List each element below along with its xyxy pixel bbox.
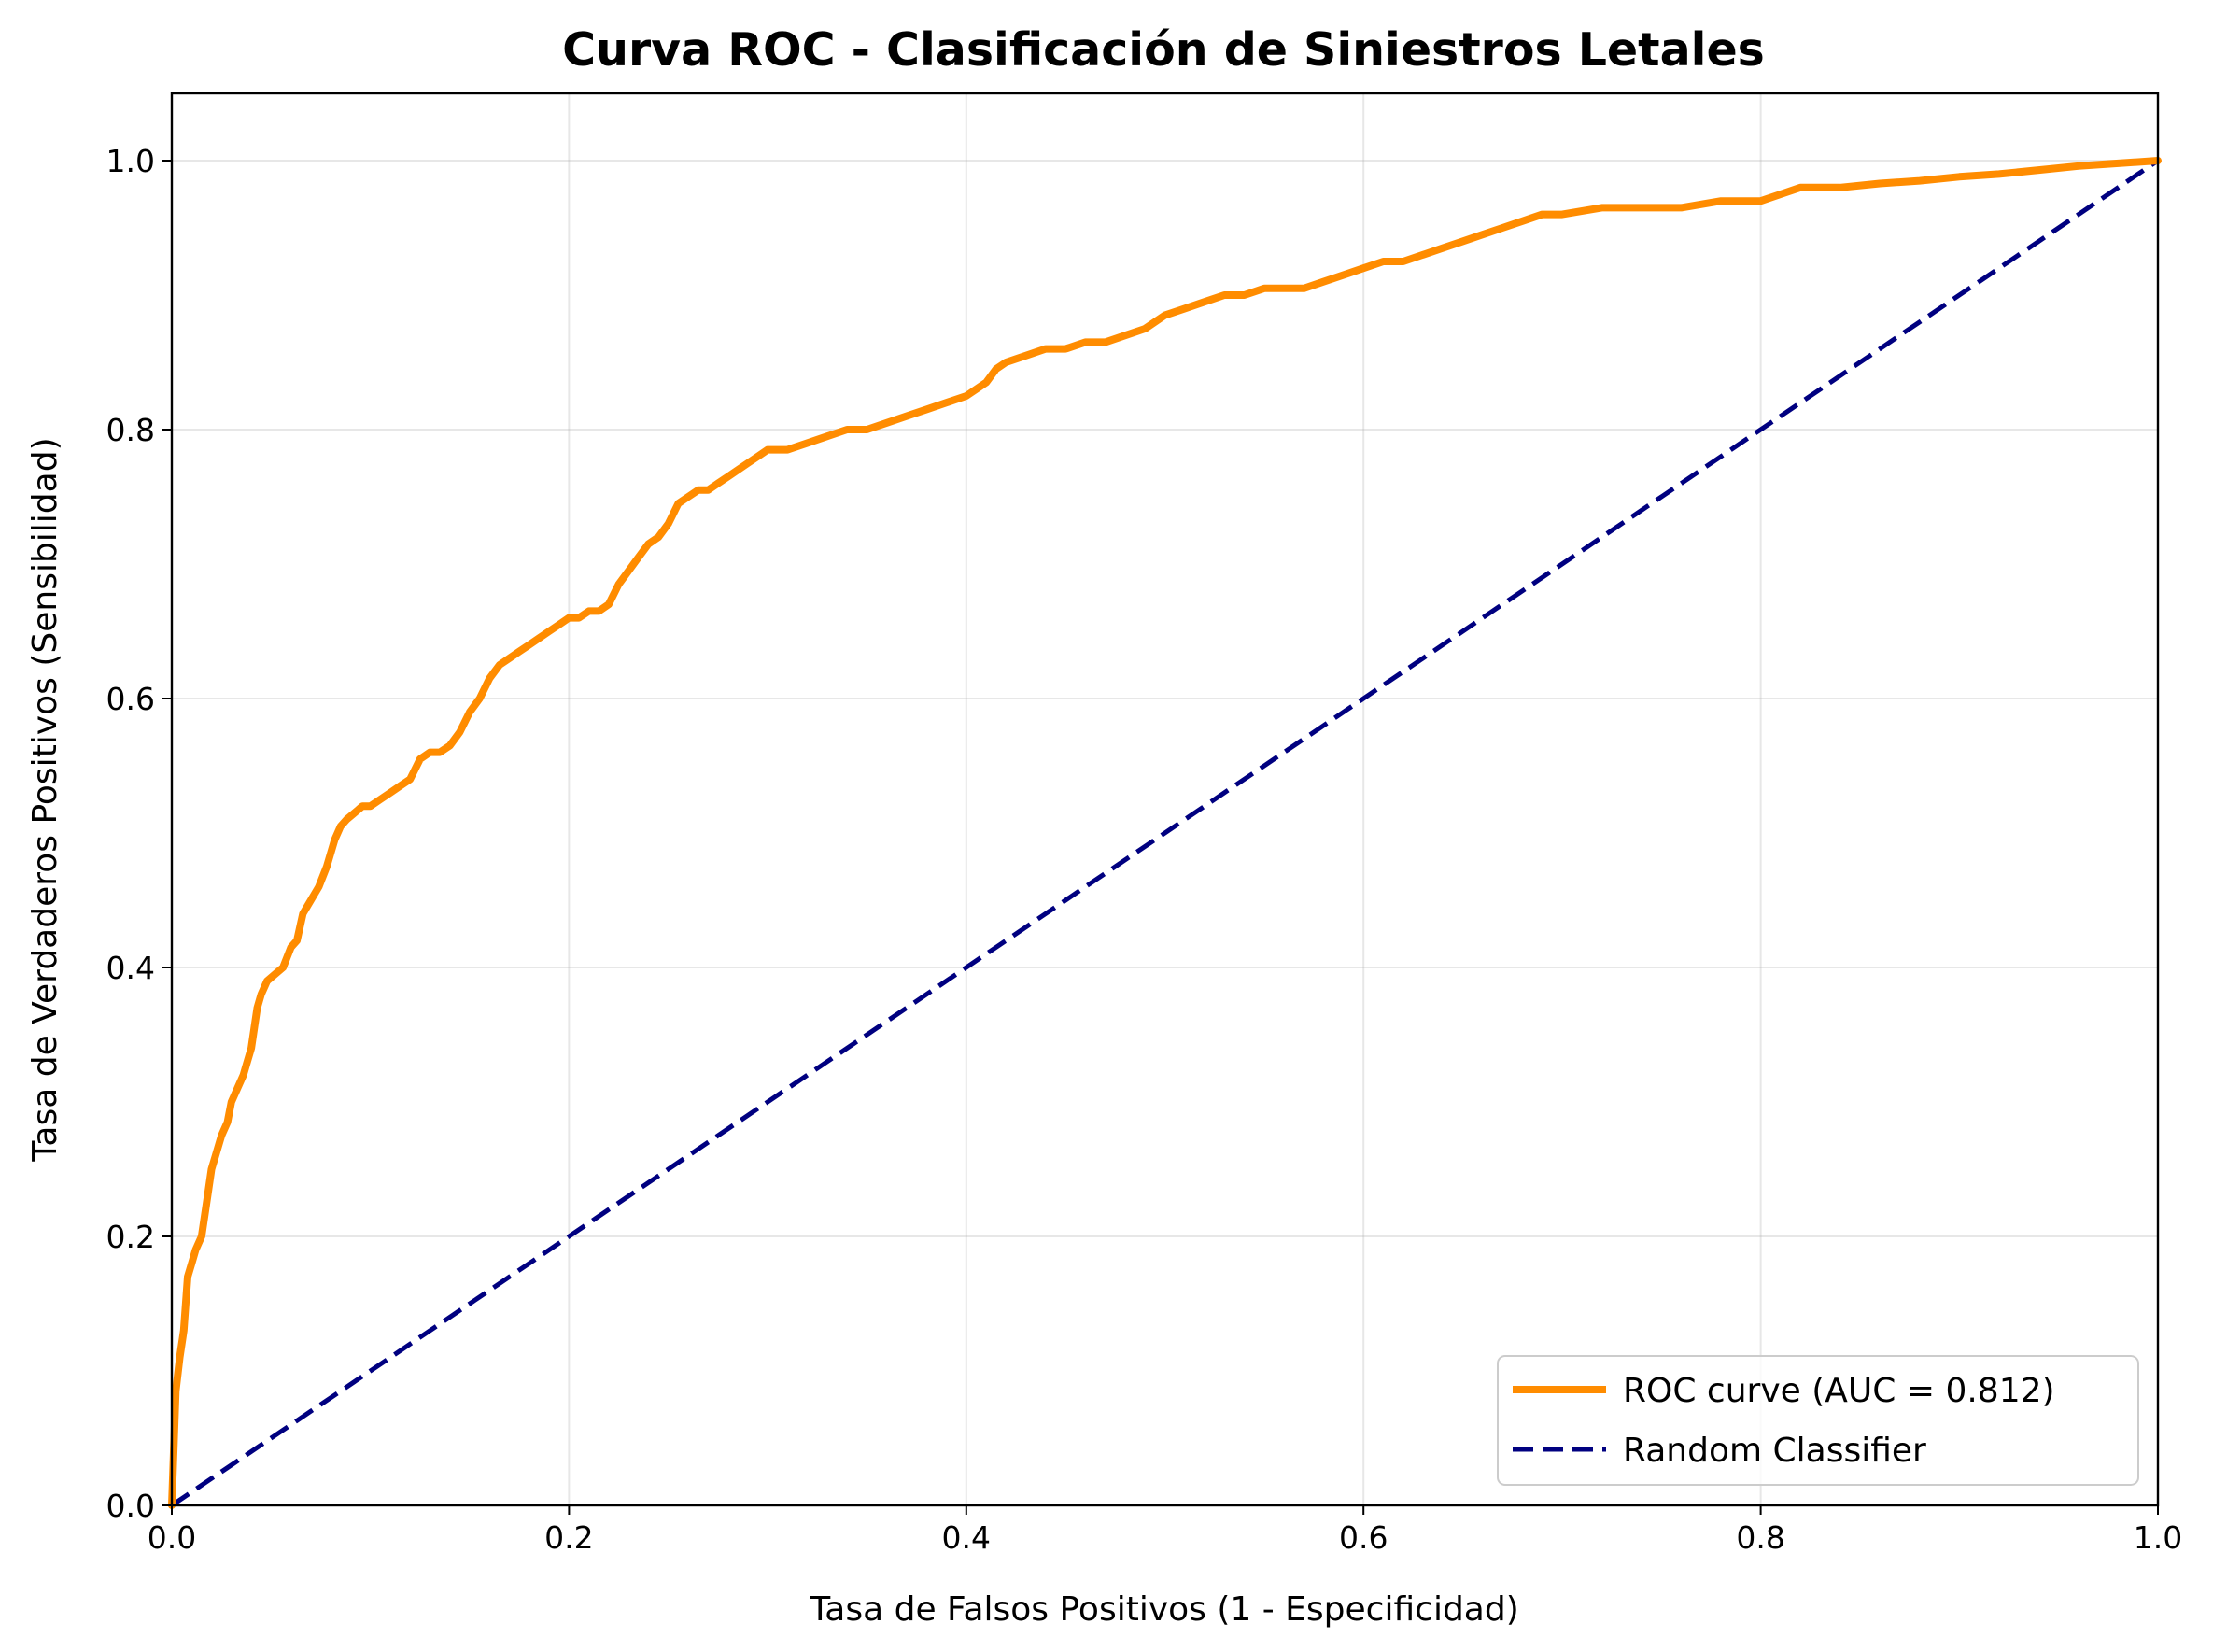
legend-box	[1497, 1355, 2139, 1486]
y-tick-label: 0.2	[106, 1219, 155, 1255]
x-tick-label: 0.6	[1339, 1519, 1388, 1556]
y-tick-label: 0.4	[106, 950, 155, 986]
legend-label-random: Random Classifier	[1623, 1432, 1926, 1470]
chart-title: Curva ROC - Clasificación de Siniestros …	[562, 23, 1765, 77]
axis-ticks: 0.0 0.2 0.4 0.6 0.8 1.0 0.0 0.2 0.4 0.6 0.8 1.0	[106, 143, 2183, 1556]
x-tick-label: 0.8	[1736, 1519, 1784, 1556]
y-tick-label: 0.8	[106, 412, 155, 448]
y-tick-label: 1.0	[106, 143, 155, 179]
random-classifier-line	[170, 158, 2160, 1508]
y-tick-label: 0.0	[106, 1488, 155, 1524]
grid-lines	[171, 93, 2159, 1506]
x-tick-label: 0.2	[544, 1519, 593, 1556]
x-tick-label: 0.4	[942, 1519, 991, 1556]
legend: ROC curve (AUC = 0.812) Random Classifie…	[1497, 1355, 2139, 1486]
plot-frame	[170, 92, 2160, 1507]
legend-label-roc: ROC curve (AUC = 0.812)	[1623, 1372, 2055, 1410]
x-tick-label: 1.0	[2134, 1519, 2182, 1556]
y-axis-label: Tasa de Verdaderos Positivos (Sensibilid…	[26, 437, 64, 1162]
x-tick-label: 0.0	[148, 1519, 196, 1556]
y-tick-label: 0.6	[106, 681, 155, 717]
roc-curve-line	[168, 157, 2162, 1509]
x-axis-label: Tasa de Falsos Positivos (1 - Especifici…	[809, 1590, 1519, 1629]
series-layer	[168, 157, 2162, 1509]
